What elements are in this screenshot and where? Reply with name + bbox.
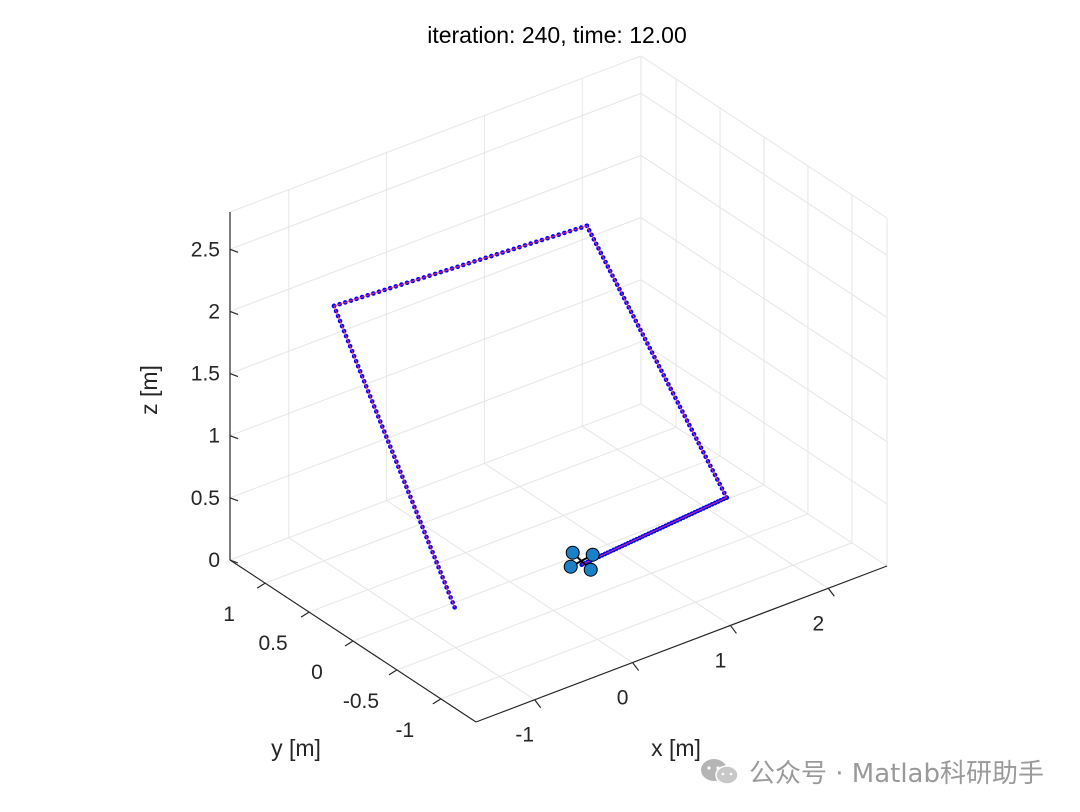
x-tick-label: 2	[812, 612, 824, 635]
y-tick-label: 0	[311, 661, 323, 684]
tick-labels: -1 0 1 2 -1 -0.5 0 0.5 1 0 0.5 1 1.5 2 2.5	[191, 238, 824, 746]
quadrotor-rotor	[585, 547, 600, 562]
z-tick-mark	[229, 310, 239, 315]
z-tick-label: 2	[208, 300, 220, 323]
x-tick-mark	[827, 587, 835, 597]
watermark-text: 公众号 · Matlab科研助手	[748, 759, 1044, 789]
grid-line	[640, 155, 888, 318]
wechat-icon	[700, 758, 739, 785]
quadrotor-rotor	[563, 559, 578, 574]
z-tick-label: 0.5	[191, 487, 220, 510]
grid-line	[640, 341, 888, 505]
grid-lines	[229, 55, 888, 701]
x-tick-label: 0	[617, 687, 629, 710]
grid-line	[229, 217, 642, 375]
grid-line	[264, 426, 677, 584]
y-tick-mark	[256, 582, 266, 589]
chart-title: iteration: 240, time: 12.00	[427, 22, 687, 48]
x-tick-label: 1	[715, 649, 727, 672]
x-axis-label: x [m]	[651, 735, 701, 761]
x-tick-label: -1	[515, 724, 534, 747]
trajectory-series	[331, 223, 729, 610]
trajectory-point	[452, 605, 457, 610]
x-tick-mark	[534, 699, 542, 709]
grid-line	[396, 513, 809, 671]
x-tick-mark	[632, 662, 640, 671]
watermark: 公众号 · Matlab科研助手	[699, 753, 1044, 790]
axes	[229, 212, 888, 723]
quadrotor	[563, 545, 600, 577]
grid-line	[640, 279, 888, 443]
grid-line	[229, 154, 642, 312]
y-tick-label: -1	[396, 719, 415, 742]
y-tick-label: -0.5	[343, 690, 379, 713]
y-tick-mark	[300, 611, 310, 618]
grid-line	[640, 403, 888, 567]
y-axis-label: y [m]	[271, 735, 321, 761]
grid-line	[229, 92, 642, 250]
z-tick-label: 1.5	[191, 363, 220, 386]
z-tick-mark	[229, 248, 239, 253]
grid-line	[229, 341, 642, 499]
quadrotor-rotor	[565, 545, 580, 560]
grid-line	[229, 55, 642, 213]
y-tick-mark	[344, 640, 354, 647]
z-tick-label: 2.5	[191, 238, 220, 261]
grid-line	[640, 92, 888, 256]
grid-line	[640, 217, 888, 380]
z-tick-label: 0	[208, 549, 220, 572]
z-tick-mark	[229, 373, 239, 378]
y-tick-mark	[432, 698, 442, 705]
y-tick-label: 1	[223, 603, 235, 626]
x-axis-line	[475, 565, 888, 723]
grid-line	[308, 455, 721, 613]
grid-line	[229, 403, 642, 561]
grid-line	[440, 542, 853, 700]
z-axis-label: z [m]	[136, 365, 162, 415]
grid-line	[229, 279, 642, 437]
z-tick-label: 1	[208, 425, 220, 448]
quadrotor-rotor	[583, 562, 598, 577]
z-tick-mark	[229, 435, 239, 440]
y-tick-label: 0.5	[258, 632, 287, 655]
z-tick-mark	[229, 497, 239, 502]
x-tick-mark	[729, 625, 737, 634]
reference-path	[333, 225, 728, 608]
grid-line	[640, 55, 888, 219]
z-tick-mark	[229, 559, 239, 564]
y-tick-mark	[388, 669, 398, 676]
